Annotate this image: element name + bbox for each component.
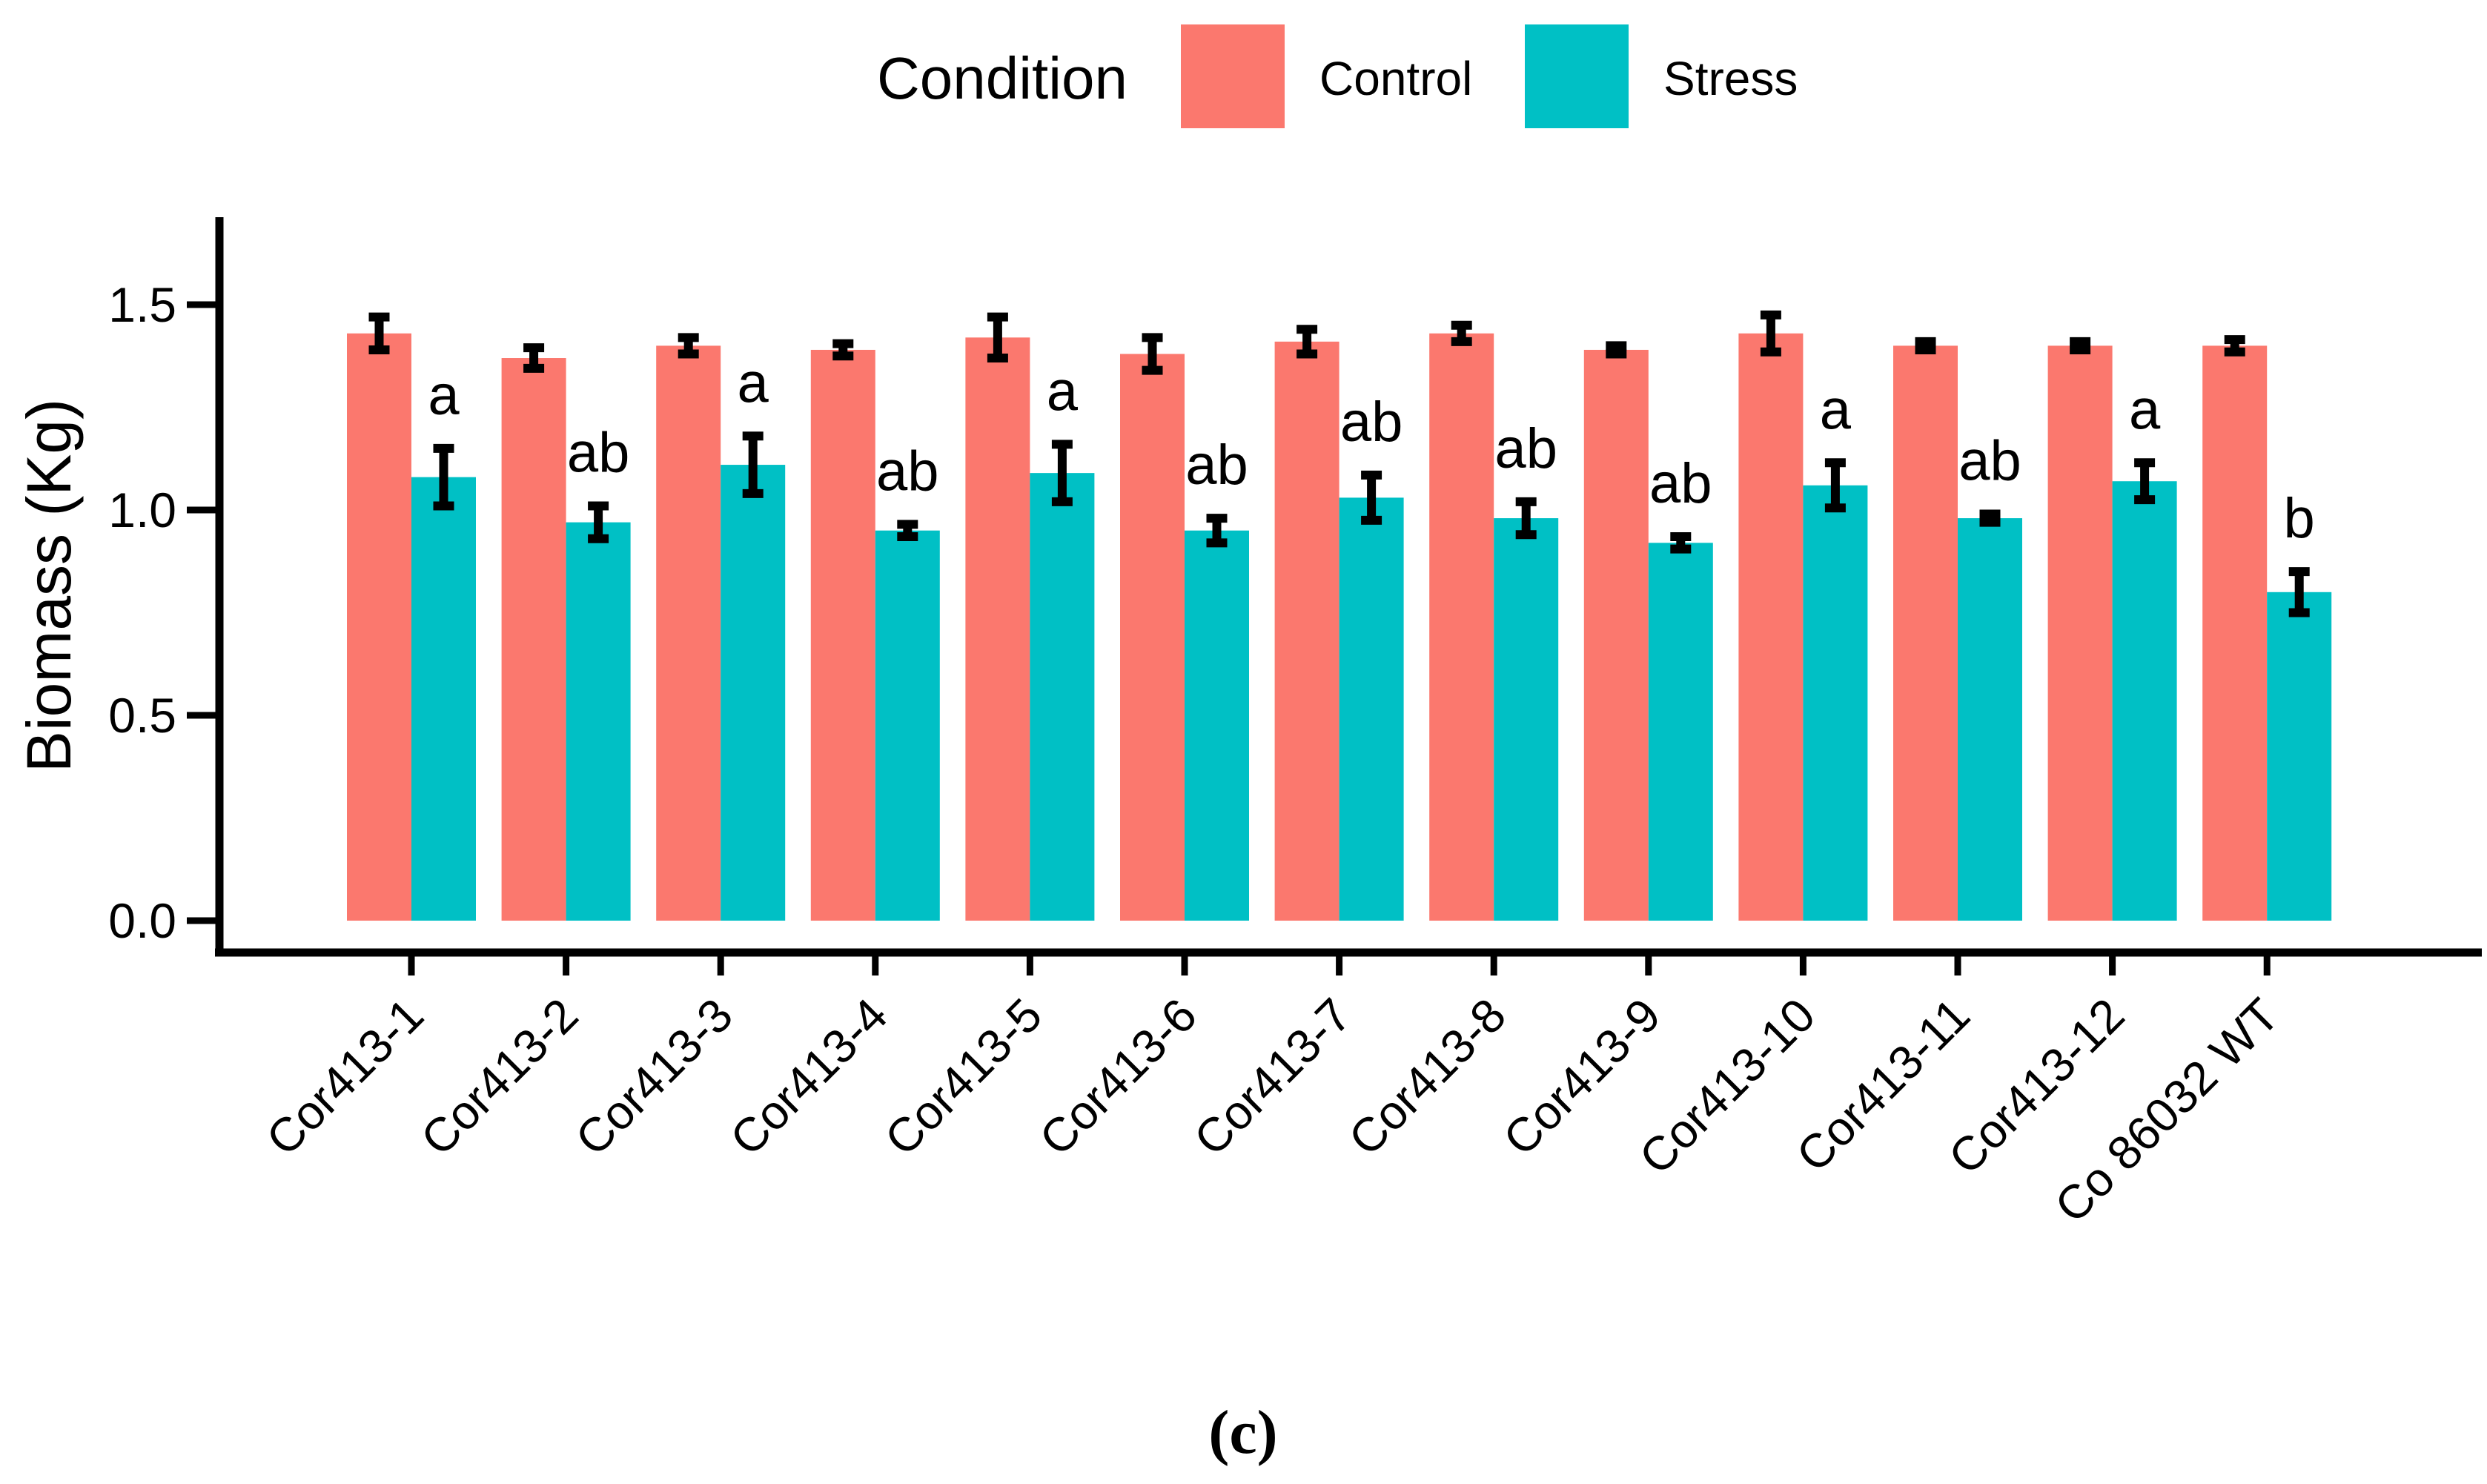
y-tick-label: 0.5 [108, 688, 176, 743]
x-tick-label-Cor413-6: Cor413-6 [1029, 988, 1207, 1166]
legend-label-stress: Stress [1663, 52, 1798, 105]
significance-letter-Cor413-6: ab [1185, 434, 1248, 497]
legend-swatch-stress [1525, 24, 1629, 128]
y-tick-label: 0.0 [108, 893, 176, 948]
x-tick-label-Cor413-3: Cor413-3 [566, 988, 744, 1166]
bar-control-Cor413-5 [965, 337, 1030, 921]
x-tick-label-Cor413-2: Cor413-2 [411, 988, 589, 1166]
y-tick-label: 1.5 [108, 277, 176, 332]
legend: Condition Control Stress [877, 24, 1798, 128]
bar-stress-Cor413-3 [721, 465, 786, 921]
x-tick-label-Cor413-1: Cor413-1 [256, 988, 434, 1166]
bar-control-Cor413-3 [656, 345, 721, 921]
bar-control-Cor413-2 [501, 358, 566, 921]
legend-title: Condition [877, 45, 1127, 111]
significance-letter-Co 86032 WT: b [2284, 487, 2315, 550]
bar-stress-Cor413-6 [1185, 530, 1249, 921]
bar-control-Cor413-6 [1120, 354, 1185, 921]
legend-label-control: Control [1319, 52, 1472, 105]
bar-stress-Cor413-10 [1803, 485, 1868, 921]
y-axis-title: Biomass (Kg) [14, 399, 84, 772]
bar-control-Cor413-12 [2047, 345, 2113, 921]
significance-letter-Cor413-3: a [738, 351, 769, 414]
bar-control-Cor413-8 [1429, 333, 1494, 921]
significance-letter-Cor413-5: a [1047, 360, 1079, 423]
figure-caption: (c) [1208, 1398, 1277, 1467]
significance-letter-Cor413-11: ab [1958, 430, 2021, 493]
x-tick-label-Cor413-7: Cor413-7 [1184, 988, 1362, 1166]
significance-letter-Cor413-2: ab [567, 421, 630, 484]
significance-letter-Cor413-12: a [2129, 378, 2161, 441]
significance-letter-Cor413-4: ab [876, 440, 939, 503]
legend-swatch-control [1181, 24, 1285, 128]
bar-control-Cor413-4 [810, 349, 875, 921]
x-tick-label-Cor413-5: Cor413-5 [875, 988, 1053, 1166]
bar-stress-Cor413-11 [1958, 518, 2022, 921]
y-tick-label: 1.0 [108, 483, 176, 537]
bar-control-Cor413-9 [1583, 349, 1649, 921]
significance-letter-Cor413-10: a [1820, 378, 1852, 441]
bar-control-Cor413-7 [1274, 341, 1339, 921]
bar-control-Cor413-1 [347, 333, 411, 921]
significance-letter-Cor413-9: ab [1649, 452, 1712, 515]
x-tick-label-Cor413-8: Cor413-8 [1339, 988, 1517, 1166]
bar-control-Co 86032 WT [2202, 345, 2268, 921]
significance-letter-Cor413-7: ab [1340, 391, 1403, 454]
bar-stress-Cor413-5 [1030, 473, 1095, 921]
bar-control-Cor413-10 [1738, 333, 1804, 921]
bar-stress-Co 86032 WT [2267, 592, 2332, 921]
bar-stress-Cor413-2 [566, 522, 631, 921]
plot-area: 0.00.51.01.5Cor413-1aCor413-2abCor413-3a… [108, 217, 2482, 1233]
bar-stress-Cor413-8 [1494, 518, 1559, 921]
bar-stress-Cor413-9 [1648, 543, 1713, 921]
bar-stress-Cor413-1 [411, 477, 476, 921]
significance-letter-Cor413-8: ab [1494, 417, 1557, 480]
bar-stress-Cor413-12 [2112, 481, 2177, 921]
significance-letter-Cor413-1: a [428, 364, 460, 427]
x-tick-label-Cor413-4: Cor413-4 [720, 988, 898, 1166]
bar-control-Cor413-11 [1893, 345, 1958, 921]
bar-stress-Cor413-4 [875, 530, 940, 921]
bar-stress-Cor413-7 [1339, 497, 1404, 921]
